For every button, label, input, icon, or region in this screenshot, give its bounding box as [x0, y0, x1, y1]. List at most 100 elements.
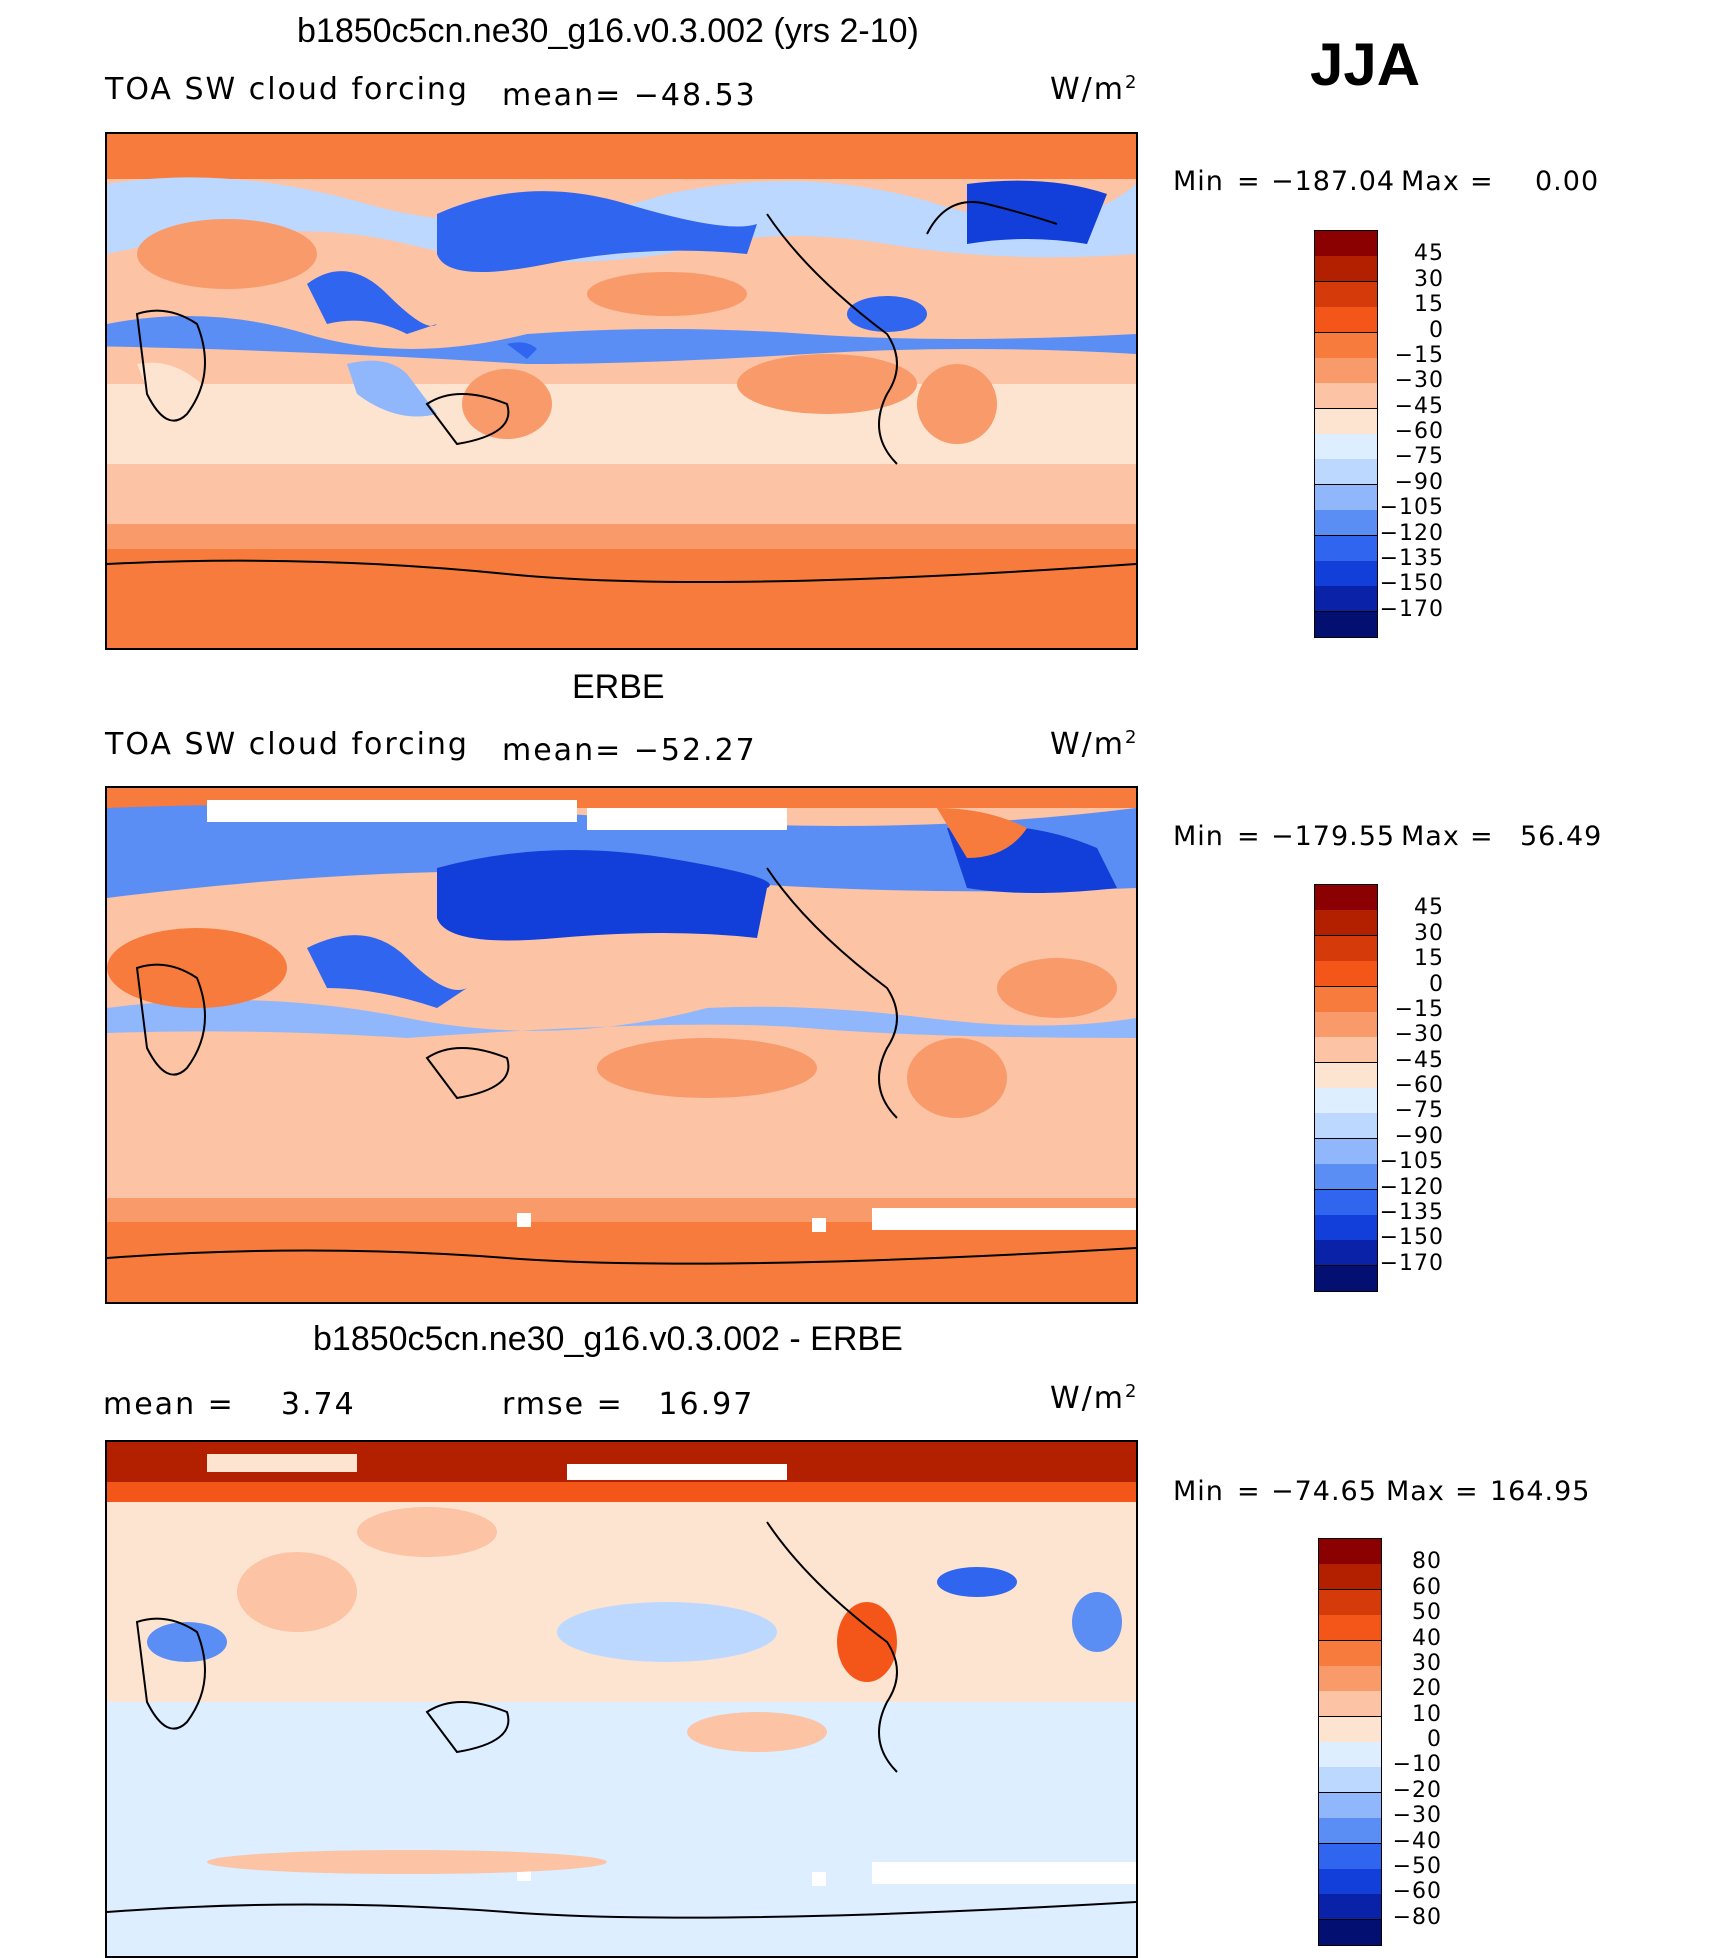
colorbar-level-label: −135 — [1379, 1199, 1444, 1225]
panel-3-min-label: Min — [1173, 1476, 1224, 1507]
colorbar-swatch — [1315, 1189, 1377, 1216]
colorbar-level-label: −170 — [1379, 1250, 1444, 1276]
panel-1-equals-1: = — [1237, 166, 1261, 197]
colorbar-level-label: −60 — [1394, 419, 1444, 444]
panel-3-min-value: −74.65 — [1271, 1476, 1377, 1507]
panel-1-colorbar — [1314, 230, 1378, 638]
panel-2-units: W/m2 — [1050, 727, 1139, 762]
colorbar-swatch — [1315, 1113, 1377, 1140]
colorbar-swatch — [1315, 408, 1377, 435]
panel-1-variable-label: TOA SW cloud forcing — [105, 72, 469, 107]
panel-3-equals-2: = — [1455, 1476, 1479, 1507]
colorbar-swatch — [1319, 1767, 1381, 1794]
colorbar-level-label: −90 — [1394, 1123, 1444, 1149]
colorbar-level-label: −105 — [1379, 495, 1444, 521]
colorbar-level-label: −40 — [1392, 1828, 1442, 1854]
colorbar-swatch — [1315, 560, 1377, 587]
colorbar-swatch — [1319, 1742, 1381, 1768]
panel-3-mean-label: mean = 3.74 — [103, 1387, 356, 1422]
panel-2-colorbar — [1314, 884, 1378, 1292]
colorbar-swatch — [1315, 1164, 1377, 1191]
panel-3-title: b1850c5cn.ne30_g16.v0.3.002 - ERBE — [313, 1320, 903, 1358]
colorbar-swatch — [1315, 281, 1377, 308]
colorbar-level-label: 15 — [1414, 946, 1444, 972]
colorbar-swatch — [1315, 986, 1377, 1013]
colorbar-level-label: 50 — [1412, 1600, 1442, 1626]
panel-3-units: W/m2 — [1050, 1381, 1139, 1416]
colorbar-swatch — [1315, 307, 1377, 334]
panel-1-max-value: 0.00 — [1535, 166, 1600, 197]
panel-1-equals-2: = — [1470, 166, 1494, 197]
panel-3-max-value: 164.95 — [1490, 1476, 1591, 1507]
panel-1-min-value: −187.04 — [1271, 166, 1396, 197]
colorbar-swatch — [1315, 611, 1377, 638]
colorbar-level-label: −60 — [1392, 1879, 1442, 1905]
colorbar-level-label: −45 — [1394, 393, 1444, 419]
colorbar-level-label: −10 — [1392, 1752, 1442, 1778]
colorbar-swatch — [1315, 459, 1377, 486]
colorbar-swatch — [1319, 1868, 1381, 1895]
panel-1-min-label: Min — [1173, 166, 1224, 197]
panel-1-title: b1850c5cn.ne30_g16.v0.3.002 (yrs 2-10) — [297, 12, 919, 50]
colorbar-level-label: −105 — [1379, 1149, 1444, 1175]
panel-2-max-value: 56.49 — [1520, 821, 1603, 852]
colorbar-swatch — [1315, 434, 1377, 460]
panel-2-max-label: Max — [1401, 821, 1460, 852]
colorbar-level-label: −80 — [1392, 1904, 1442, 1930]
colorbar-swatch — [1319, 1894, 1381, 1921]
panel-2-title: ERBE — [572, 668, 665, 706]
colorbar-level-label: −170 — [1379, 596, 1444, 622]
colorbar-level-label: −60 — [1394, 1073, 1444, 1098]
panel-1-max-label: Max — [1401, 166, 1460, 197]
colorbar-level-label: 80 — [1412, 1549, 1442, 1575]
colorbar-level-label: 60 — [1412, 1574, 1442, 1600]
colorbar-swatch — [1315, 1138, 1377, 1165]
colorbar-swatch — [1315, 535, 1377, 562]
colorbar-level-label: −120 — [1379, 520, 1444, 546]
colorbar-level-label: −30 — [1394, 368, 1444, 394]
panel-3-rmse-label: rmse = 16.97 — [502, 1387, 755, 1422]
colorbar-swatch — [1315, 510, 1377, 537]
colorbar-level-label: −150 — [1379, 1225, 1444, 1251]
colorbar-level-label: −30 — [1394, 1022, 1444, 1048]
colorbar-level-label: −135 — [1379, 545, 1444, 571]
colorbar-level-label: −120 — [1379, 1174, 1444, 1200]
panel-2-equals-2: = — [1470, 821, 1494, 852]
colorbar-level-label: −75 — [1394, 1098, 1444, 1124]
colorbar-level-label: −45 — [1394, 1047, 1444, 1073]
colorbar-level-label: 40 — [1412, 1625, 1442, 1651]
panel-3-map — [105, 1440, 1138, 1958]
colorbar-swatch — [1315, 256, 1377, 283]
colorbar-level-label: 30 — [1414, 920, 1444, 946]
colorbar-level-label: −15 — [1394, 996, 1444, 1022]
colorbar-level-label: −90 — [1394, 469, 1444, 495]
colorbar-swatch — [1315, 910, 1377, 937]
colorbar-level-label: 0 — [1429, 971, 1444, 997]
panel-1-mean-label: mean= −48.53 — [502, 78, 757, 113]
colorbar-swatch — [1315, 586, 1377, 613]
colorbar-swatch — [1315, 332, 1377, 359]
colorbar-swatch — [1315, 1011, 1377, 1038]
panel-3-equals-1: = — [1237, 1476, 1261, 1507]
colorbar-swatch — [1315, 1062, 1377, 1089]
panel-2-mean-label: mean= −52.27 — [502, 733, 757, 768]
colorbar-swatch — [1315, 1265, 1377, 1292]
colorbar-swatch — [1315, 1214, 1377, 1241]
colorbar-level-label: −150 — [1379, 571, 1444, 597]
panel-2-map — [105, 786, 1138, 1304]
colorbar-swatch — [1315, 484, 1377, 511]
colorbar-level-label: −15 — [1394, 342, 1444, 368]
colorbar-swatch — [1319, 1919, 1381, 1946]
colorbar-level-label: 45 — [1414, 895, 1444, 921]
panel-3-max-label: Max — [1386, 1476, 1445, 1507]
colorbar-level-label: 20 — [1412, 1676, 1442, 1702]
colorbar-swatch — [1315, 1240, 1377, 1267]
colorbar-swatch — [1315, 1088, 1377, 1114]
colorbar-swatch — [1315, 961, 1377, 988]
colorbar-level-label: 0 — [1427, 1727, 1442, 1752]
colorbar-swatch — [1315, 935, 1377, 962]
panel-1-map — [105, 132, 1138, 650]
panel-3-contour-field — [107, 1442, 1136, 1956]
colorbar-level-label: 30 — [1414, 266, 1444, 292]
panel-2-min-value: −179.55 — [1271, 821, 1396, 852]
